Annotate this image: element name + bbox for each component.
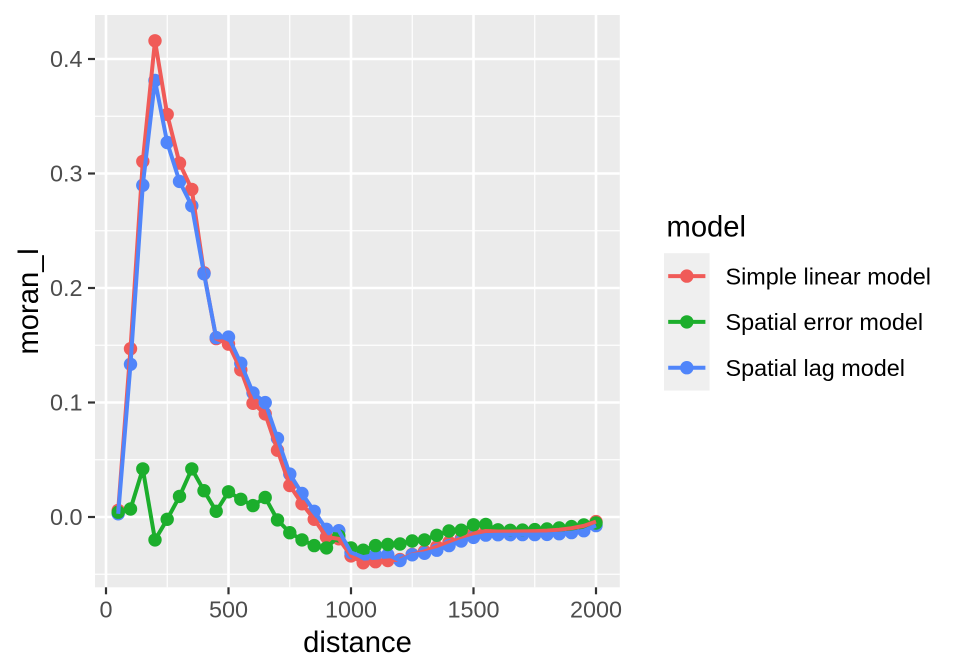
svg-text:0.1: 0.1 — [50, 390, 83, 416]
svg-text:0: 0 — [99, 597, 112, 623]
svg-text:0.3: 0.3 — [50, 161, 83, 187]
svg-text:1000: 1000 — [325, 597, 377, 623]
svg-text:0.4: 0.4 — [50, 46, 83, 72]
svg-text:Spatial lag model: Spatial lag model — [726, 355, 905, 381]
svg-text:0.2: 0.2 — [50, 275, 83, 301]
svg-text:model: model — [667, 212, 747, 244]
svg-text:500: 500 — [209, 597, 248, 623]
svg-text:0.0: 0.0 — [50, 504, 83, 530]
svg-text:Simple linear model: Simple linear model — [726, 263, 931, 289]
svg-text:moran_I: moran_I — [13, 247, 45, 354]
svg-text:distance: distance — [303, 627, 412, 659]
svg-text:Spatial error model: Spatial error model — [726, 309, 924, 335]
svg-text:2000: 2000 — [570, 597, 622, 623]
svg-text:1500: 1500 — [447, 597, 499, 623]
